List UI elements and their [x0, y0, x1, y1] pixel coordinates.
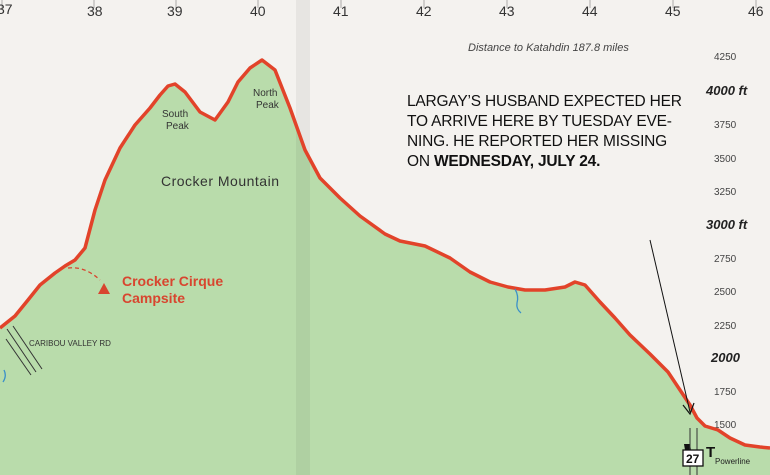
mile-marker: 45: [665, 3, 681, 19]
callout-line: TO ARRIVE HERE BY TUESDAY EVE-: [407, 113, 672, 130]
road-icon: [5, 325, 43, 376]
terrain-area: [0, 60, 770, 475]
elevation-label-major: 2000: [710, 350, 741, 365]
north-peak-label: Peak: [256, 100, 280, 111]
north-peak-label: North: [253, 88, 277, 99]
callout-line: NING. HE REPORTED HER MISSING: [407, 133, 668, 150]
elevation-label-major: 3000 ft: [706, 217, 748, 232]
elevation-profile-line: [0, 58, 770, 450]
elevation-label: 2250: [714, 321, 737, 332]
mile-marker: 39: [167, 3, 183, 19]
elevation-label: 1750: [714, 387, 737, 398]
mile-marker: 37: [0, 1, 13, 17]
elevation-label: 3500: [714, 154, 737, 165]
elevation-label: 4250: [714, 52, 737, 63]
stream-icon: [2, 369, 6, 383]
callout-line: LARGAY’S HUSBAND EXPECTED HER: [407, 93, 682, 110]
callout-arrow: [649, 239, 691, 413]
callout-prefix: ON: [407, 153, 434, 170]
elevation-label: 1500: [714, 420, 737, 431]
campsite-name: Campsite: [122, 290, 185, 306]
mile-marker: 42: [416, 3, 432, 19]
elevation-label: 2500: [714, 287, 737, 298]
distance-label: Distance to Katahdin 187.8 miles: [468, 42, 629, 54]
campsite-name: Crocker Cirque: [122, 273, 223, 289]
mile-marker: 46: [748, 3, 764, 19]
elevation-label: 3750: [714, 120, 737, 131]
mile-marker: 38: [87, 3, 103, 19]
mile-gridlines: [1, 0, 757, 8]
elevation-scale: 4250 4000 ft 3750 3500 3250 3000 ft 2750…: [705, 52, 748, 431]
road-label: CARIBOU VALLEY RD: [29, 339, 111, 348]
elevation-label-major: 4000 ft: [705, 83, 748, 98]
route-shield: [682, 449, 704, 467]
callout-text: LARGAY’S HUSBAND EXPECTED HER TO ARRIVE …: [407, 92, 697, 172]
campsite-icon: [98, 283, 110, 294]
elevation-label: 3250: [714, 187, 737, 198]
mile-marker: 40: [250, 3, 266, 19]
mile-marker: 41: [333, 3, 349, 19]
powerline-icon: T: [706, 444, 715, 461]
south-peak-label: South: [162, 109, 188, 120]
campsite-trail: [67, 267, 101, 281]
page-fold: [296, 0, 310, 475]
mile-marker: 44: [582, 3, 598, 19]
arrow-head-icon: [682, 402, 695, 416]
mountain-name: Crocker Mountain: [161, 173, 280, 189]
powerline-label: Powerline: [715, 457, 751, 466]
callout-line: ON WEDNESDAY, JULY 24.: [407, 152, 697, 172]
top-band: [0, 0, 770, 20]
mile-marker: 43: [499, 3, 515, 19]
route-number: 27: [686, 452, 700, 466]
stream-icon: [514, 288, 522, 314]
callout-date: WEDNESDAY, JULY 24.: [433, 153, 601, 170]
mile-markers: 37 38 39 40 41 42 43 44 45 46: [0, 1, 764, 19]
elevation-label: 2750: [714, 254, 737, 265]
south-peak-label: Peak: [166, 121, 190, 132]
